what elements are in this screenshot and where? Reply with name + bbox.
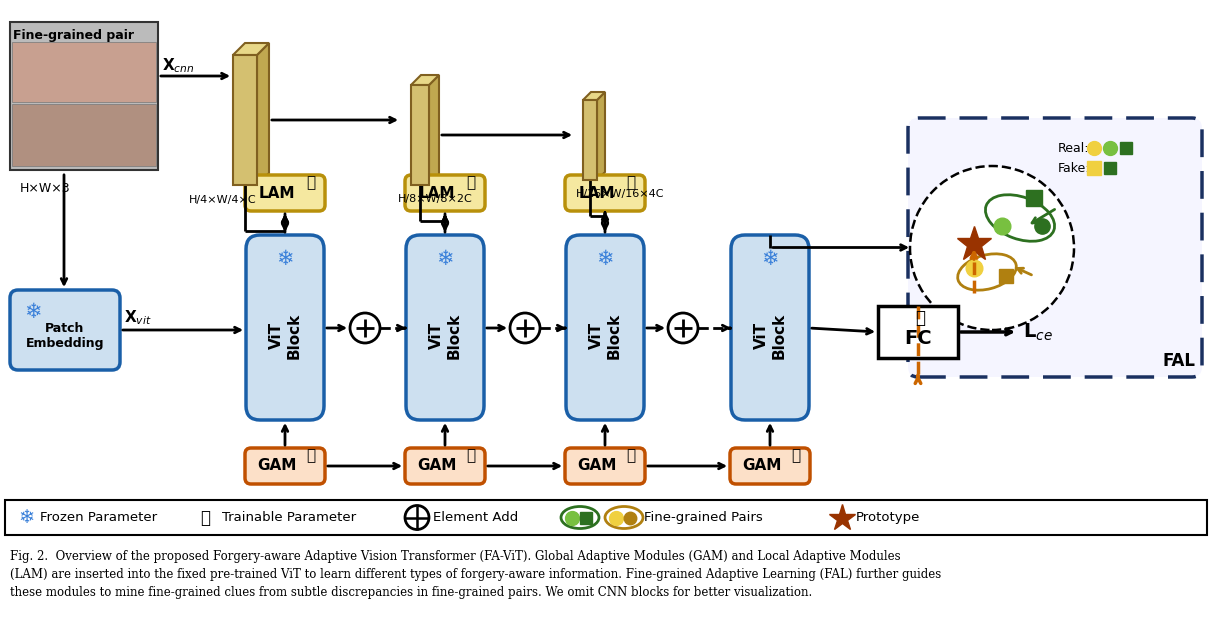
Text: Element Add: Element Add (433, 511, 519, 524)
FancyBboxPatch shape (245, 448, 325, 484)
Bar (10, 22, 158, 170)
Text: (LAM) are inserted into the fixed pre-trained ViT to learn different types of fo: (LAM) are inserted into the fixed pre-tr… (10, 568, 942, 581)
Text: 🔥: 🔥 (467, 176, 475, 190)
Text: FAL: FAL (1162, 352, 1195, 370)
Circle shape (910, 166, 1074, 330)
Text: H/16×W/16×4C: H/16×W/16×4C (576, 189, 664, 199)
Polygon shape (583, 100, 598, 180)
Text: ViT
Block: ViT Block (754, 312, 787, 359)
FancyBboxPatch shape (245, 175, 325, 211)
Text: Fig. 2.  Overview of the proposed Forgery-aware Adaptive Vision Transformer (FA-: Fig. 2. Overview of the proposed Forgery… (10, 550, 901, 563)
Text: ❄: ❄ (436, 249, 453, 269)
Circle shape (668, 313, 698, 343)
FancyBboxPatch shape (406, 235, 484, 420)
Polygon shape (411, 85, 429, 185)
Text: 🔥: 🔥 (307, 176, 315, 190)
Circle shape (510, 313, 541, 343)
Text: GAM: GAM (417, 458, 457, 473)
Text: LAM: LAM (258, 185, 296, 201)
FancyBboxPatch shape (246, 235, 324, 420)
Bar (5, 500, 1207, 535)
Polygon shape (411, 75, 439, 85)
Text: ViT
Block: ViT Block (589, 312, 622, 359)
Text: ❄: ❄ (761, 249, 779, 269)
Text: Trainable Parameter: Trainable Parameter (222, 511, 356, 524)
Text: 🔥: 🔥 (915, 309, 925, 327)
Text: $\mathbf{L}_{ce}$: $\mathbf{L}_{ce}$ (1023, 322, 1053, 343)
Bar (12, 42, 156, 102)
Text: Prototype: Prototype (856, 511, 920, 524)
Text: 🔥: 🔥 (627, 176, 635, 190)
FancyBboxPatch shape (730, 448, 810, 484)
FancyBboxPatch shape (731, 235, 808, 420)
FancyBboxPatch shape (10, 290, 120, 370)
Text: Patch
Embedding: Patch Embedding (25, 322, 104, 350)
Text: GAM: GAM (577, 458, 617, 473)
Text: ViT
Block: ViT Block (269, 312, 302, 359)
Text: 🔥: 🔥 (200, 509, 210, 527)
Text: FC: FC (904, 329, 932, 347)
Text: ❄: ❄ (18, 508, 34, 527)
Bar (877, 306, 957, 358)
Text: ViT
Block: ViT Block (429, 312, 462, 359)
FancyBboxPatch shape (565, 175, 645, 211)
FancyBboxPatch shape (566, 235, 644, 420)
Text: Fine-grained pair: Fine-grained pair (13, 30, 135, 42)
Text: Fake:: Fake: (1058, 161, 1091, 174)
FancyBboxPatch shape (405, 448, 485, 484)
Text: 🔥: 🔥 (791, 449, 801, 464)
Polygon shape (429, 75, 439, 185)
Text: GAM: GAM (742, 458, 782, 473)
Text: ❄: ❄ (276, 249, 293, 269)
Polygon shape (598, 92, 605, 180)
Text: these modules to mine fine-grained clues from subtle discrepancies in fine-grain: these modules to mine fine-grained clues… (10, 586, 812, 599)
Text: H/4×W/4×C: H/4×W/4×C (189, 195, 257, 205)
Text: $\mathbf{X}_{vit}$: $\mathbf{X}_{vit}$ (124, 309, 152, 327)
Text: 🔥: 🔥 (627, 449, 635, 464)
FancyBboxPatch shape (908, 118, 1202, 377)
Text: Real:: Real: (1058, 141, 1090, 154)
Circle shape (350, 313, 381, 343)
Text: GAM: GAM (257, 458, 297, 473)
Text: Frozen Parameter: Frozen Parameter (40, 511, 158, 524)
Text: H×W×3: H×W×3 (21, 181, 70, 194)
Text: LAM: LAM (419, 185, 456, 201)
FancyBboxPatch shape (565, 448, 645, 484)
Polygon shape (583, 92, 605, 100)
Text: $\mathbf{X}_{cnn}$: $\mathbf{X}_{cnn}$ (162, 57, 195, 75)
Text: 🔥: 🔥 (467, 449, 475, 464)
Text: LAM: LAM (579, 185, 616, 201)
Text: 🔥: 🔥 (307, 449, 315, 464)
Bar (12, 104, 156, 166)
Polygon shape (257, 43, 269, 185)
Text: ❄: ❄ (24, 302, 41, 322)
Circle shape (405, 505, 429, 529)
Text: H/8×W/8×2C: H/8×W/8×2C (398, 194, 473, 204)
Polygon shape (233, 55, 257, 185)
Text: ❄: ❄ (596, 249, 613, 269)
Text: Fine-grained Pairs: Fine-grained Pairs (644, 511, 762, 524)
Polygon shape (233, 43, 269, 55)
FancyBboxPatch shape (405, 175, 485, 211)
